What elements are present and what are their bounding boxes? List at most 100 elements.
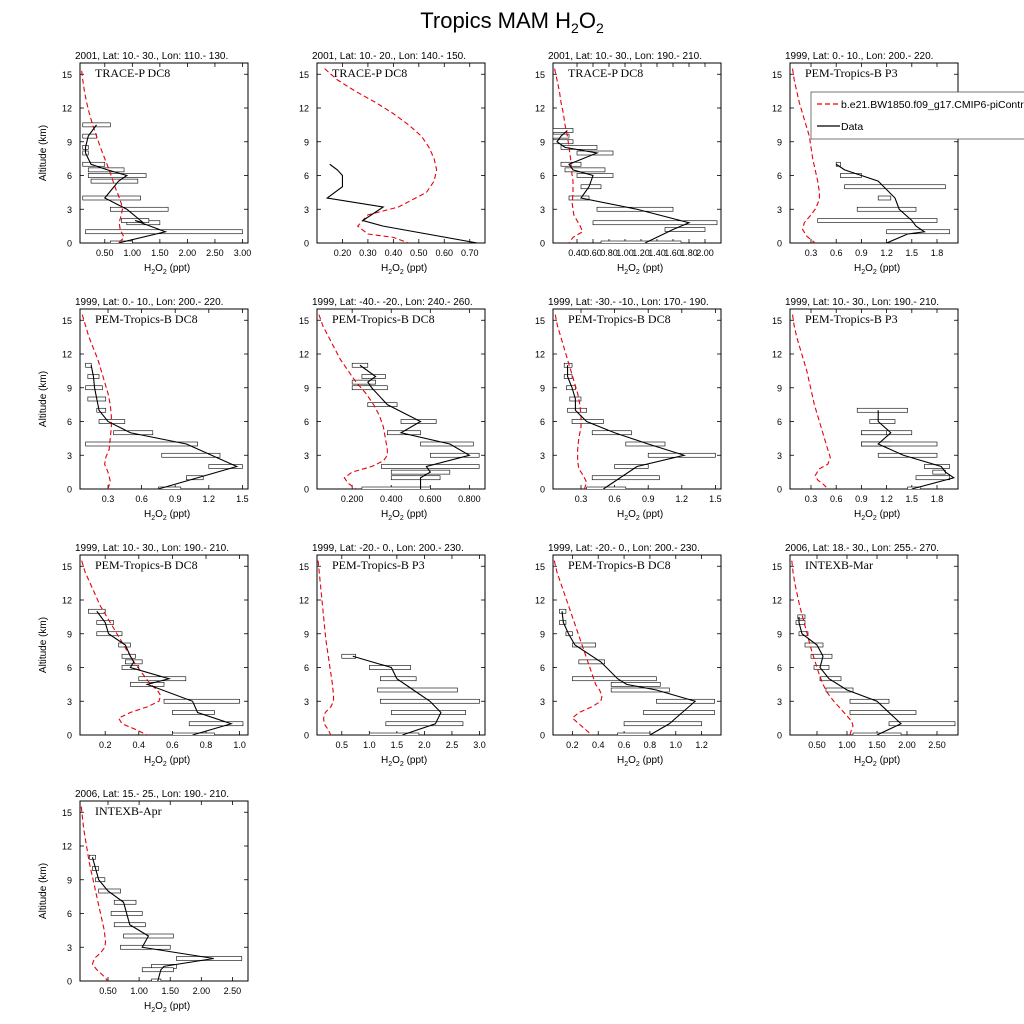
obs-range-bar (795, 620, 806, 625)
x-tick-label: 0.60 (436, 248, 454, 258)
y-tick-label: 12 (62, 104, 72, 114)
campaign-label: PEM-Tropics-B DC8 (95, 558, 198, 572)
y-tick-label: 12 (299, 104, 309, 114)
campaign-label: PEM-Tropics-B P3 (805, 312, 898, 326)
obs-profile-line (90, 365, 239, 489)
x-tick-label: 0.2 (99, 740, 112, 750)
obs-range-bar (600, 240, 682, 243)
y-axis-label: Altitude (km) (38, 617, 49, 673)
obs-profile-line (359, 364, 471, 489)
obs-range-bar (176, 956, 243, 961)
obs-range-bar (377, 687, 458, 693)
y-tick-label: 12 (299, 350, 309, 360)
obs-range-bar (578, 659, 605, 665)
y-tick-label: 9 (67, 875, 72, 885)
obs-range-bar (869, 419, 896, 424)
y-tick-label: 3 (67, 943, 72, 953)
y-tick-label: 0 (67, 239, 72, 249)
x-tick-label: 0.4 (592, 740, 605, 750)
y-tick-label: 0 (67, 485, 72, 495)
y-tick-label: 15 (299, 316, 309, 326)
model-profile-line (553, 560, 603, 735)
panel-13: 2006, Lat: 15.- 25., Lon: 190.- 210. INTE… (38, 789, 249, 1014)
model-profile-line (81, 314, 112, 489)
x-tick-label: 2.50 (206, 248, 224, 258)
x-tick-label: 1.0 (233, 740, 246, 750)
y-tick-label: 6 (67, 663, 72, 673)
x-tick-label: 1.2 (880, 248, 893, 258)
x-tick-label: 0.6 (166, 740, 179, 750)
x-tick-label: 1.00 (616, 248, 634, 258)
x-tick-label: 0.50 (410, 248, 428, 258)
obs-range-bar (420, 441, 474, 447)
x-tick-label: 1.5 (709, 494, 722, 504)
y-tick-label: 3 (304, 697, 309, 707)
x-tick-label: 0.60 (584, 248, 602, 258)
x-tick-label: 1.5 (391, 740, 404, 750)
obs-range-bar (161, 452, 221, 458)
x-tick-label: 0.9 (642, 494, 655, 504)
obs-range-bar (580, 184, 602, 190)
plot-area (791, 314, 956, 489)
y-tick-label: 0 (540, 485, 545, 495)
panel-title: 1999, Lat: 10.- 30., Lon: 190.- 210. (785, 297, 939, 308)
legend-box (810, 91, 1024, 140)
y-tick-label: 0 (777, 485, 782, 495)
obs-range-bar (591, 430, 632, 436)
panel-9: 1999, Lat: 10.- 30., Lon: 190.- 210. PEM-… (38, 543, 249, 768)
obs-range-bar (369, 732, 420, 735)
y-tick-label: 3 (67, 451, 72, 461)
y-tick-label: 3 (67, 697, 72, 707)
x-tick-label: 0.70 (461, 248, 479, 258)
obs-profile-line (561, 611, 697, 735)
x-tick-label: 0.80 (600, 248, 618, 258)
plot-area (554, 314, 716, 489)
y-tick-label: 6 (304, 417, 309, 427)
x-axis-label: H2O2 (ppt) (381, 755, 427, 768)
obs-range-bar (553, 128, 574, 133)
obs-range-bar (563, 362, 573, 368)
obs-range-bar (208, 464, 243, 469)
y-tick-label: 9 (304, 137, 309, 147)
y-tick-label: 12 (535, 350, 545, 360)
y-tick-label: 9 (777, 137, 782, 147)
plot-frame (316, 62, 486, 244)
y-tick-label: 12 (299, 596, 309, 606)
plot-area (324, 68, 478, 243)
x-tick-label: 2.5 (446, 740, 459, 750)
obs-range-bar (856, 407, 908, 413)
model-profile-line (324, 68, 438, 243)
y-tick-label: 3 (777, 451, 782, 461)
plot-frame (552, 308, 722, 490)
model-profile-line (791, 314, 831, 489)
y-tick-label: 9 (777, 383, 782, 393)
x-tick-label: 0.8 (200, 740, 213, 750)
y-tick-label: 9 (540, 137, 545, 147)
plot-area (80, 806, 243, 981)
model-profile-line (791, 68, 820, 243)
x-tick-label: 0.50 (96, 248, 114, 258)
campaign-label: INTEXB-Mar (805, 558, 873, 572)
plot-frame (79, 800, 249, 982)
campaign-label: TRACE-P DC8 (332, 66, 407, 80)
obs-range-bar (852, 732, 902, 735)
x-axis-label: H2O2 (ppt) (854, 755, 900, 768)
panel-1: 2001, Lat: 10.- 30., Lon: 110.- 130. TRAC… (38, 51, 251, 276)
obs-range-bar (617, 732, 651, 735)
campaign-label: TRACE-P DC8 (568, 66, 643, 80)
y-axis-label: Altitude (km) (38, 371, 49, 427)
y-tick-label: 0 (540, 731, 545, 741)
obs-profile-line (798, 616, 902, 735)
obs-range-bar (109, 206, 169, 212)
y-tick-label: 15 (62, 316, 72, 326)
obs-range-bar (188, 721, 244, 727)
obs-range-bar (849, 698, 890, 704)
obs-range-bar (576, 173, 614, 178)
y-tick-label: 6 (777, 663, 782, 673)
obs-range-bar (385, 721, 464, 727)
y-tick-label: 15 (62, 70, 72, 80)
obs-range-bar (121, 653, 136, 659)
obs-range-bar (351, 385, 388, 391)
obs-range-bar (109, 240, 133, 243)
x-tick-label: 0.6 (830, 494, 843, 504)
